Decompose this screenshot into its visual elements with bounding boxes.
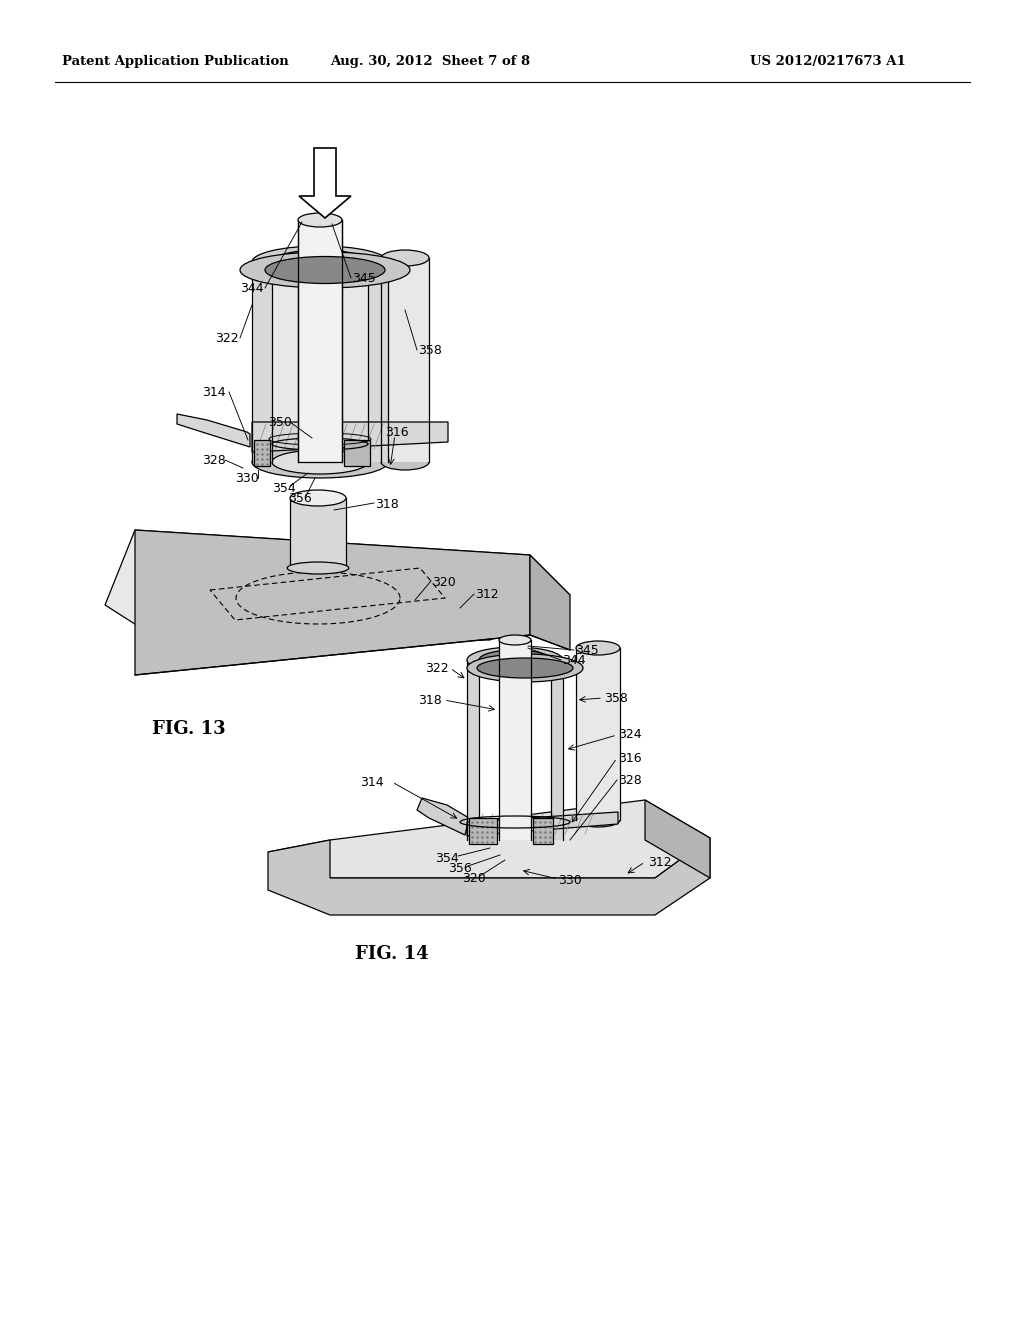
Polygon shape bbox=[417, 799, 469, 836]
Polygon shape bbox=[469, 818, 497, 843]
Polygon shape bbox=[381, 257, 429, 462]
Text: 312: 312 bbox=[648, 855, 672, 869]
Text: 322: 322 bbox=[425, 661, 449, 675]
Ellipse shape bbox=[467, 647, 563, 673]
Ellipse shape bbox=[252, 446, 388, 478]
Text: 344: 344 bbox=[240, 281, 263, 294]
Text: 345: 345 bbox=[575, 644, 599, 656]
Polygon shape bbox=[299, 148, 351, 218]
Ellipse shape bbox=[381, 454, 429, 470]
Ellipse shape bbox=[467, 653, 583, 682]
Text: 314: 314 bbox=[202, 385, 225, 399]
Text: 320: 320 bbox=[462, 871, 485, 884]
Text: 316: 316 bbox=[618, 751, 642, 764]
Polygon shape bbox=[105, 531, 570, 640]
Polygon shape bbox=[645, 800, 710, 878]
Ellipse shape bbox=[287, 562, 349, 574]
Text: US 2012/0217673 A1: US 2012/0217673 A1 bbox=[750, 55, 906, 69]
Text: 345: 345 bbox=[352, 272, 376, 285]
Text: 358: 358 bbox=[418, 343, 442, 356]
Text: 320: 320 bbox=[432, 576, 456, 589]
Polygon shape bbox=[368, 261, 388, 462]
Text: 344: 344 bbox=[562, 653, 586, 667]
Ellipse shape bbox=[479, 649, 551, 671]
Ellipse shape bbox=[252, 246, 388, 279]
Text: 330: 330 bbox=[234, 471, 259, 484]
Text: 350: 350 bbox=[268, 416, 292, 429]
Polygon shape bbox=[530, 554, 570, 649]
Ellipse shape bbox=[381, 249, 429, 267]
Ellipse shape bbox=[298, 213, 342, 227]
Ellipse shape bbox=[575, 642, 620, 655]
Text: 318: 318 bbox=[375, 498, 398, 511]
Polygon shape bbox=[534, 818, 553, 843]
Text: Patent Application Publication: Patent Application Publication bbox=[62, 55, 289, 69]
Polygon shape bbox=[177, 414, 250, 447]
Polygon shape bbox=[344, 440, 370, 466]
Polygon shape bbox=[252, 422, 449, 451]
Polygon shape bbox=[268, 800, 710, 878]
Ellipse shape bbox=[272, 249, 368, 275]
Polygon shape bbox=[575, 648, 620, 820]
Text: 328: 328 bbox=[618, 774, 642, 787]
Polygon shape bbox=[254, 440, 270, 466]
Text: 324: 324 bbox=[618, 729, 642, 742]
Ellipse shape bbox=[290, 490, 346, 506]
Ellipse shape bbox=[240, 252, 410, 288]
Ellipse shape bbox=[477, 657, 573, 678]
Polygon shape bbox=[290, 498, 346, 568]
Text: 318: 318 bbox=[418, 693, 441, 706]
Text: 314: 314 bbox=[360, 776, 384, 788]
Polygon shape bbox=[298, 220, 342, 462]
Text: FIG. 13: FIG. 13 bbox=[152, 719, 225, 738]
Polygon shape bbox=[252, 261, 388, 462]
Polygon shape bbox=[467, 660, 479, 840]
Text: 356: 356 bbox=[288, 491, 311, 504]
Text: 354: 354 bbox=[272, 482, 296, 495]
Polygon shape bbox=[499, 640, 531, 840]
Ellipse shape bbox=[272, 450, 368, 474]
Ellipse shape bbox=[265, 256, 385, 284]
Polygon shape bbox=[268, 838, 710, 915]
Ellipse shape bbox=[499, 635, 531, 645]
Text: FIG. 14: FIG. 14 bbox=[355, 945, 429, 964]
Polygon shape bbox=[467, 812, 618, 836]
Text: 330: 330 bbox=[558, 874, 582, 887]
Text: 312: 312 bbox=[475, 589, 499, 602]
Text: 322: 322 bbox=[215, 331, 239, 345]
Text: 316: 316 bbox=[385, 425, 409, 438]
Polygon shape bbox=[551, 660, 563, 840]
Text: 356: 356 bbox=[449, 862, 472, 874]
Ellipse shape bbox=[575, 813, 620, 828]
Polygon shape bbox=[135, 531, 530, 675]
Text: 354: 354 bbox=[435, 851, 459, 865]
Polygon shape bbox=[252, 261, 272, 462]
Text: Aug. 30, 2012  Sheet 7 of 8: Aug. 30, 2012 Sheet 7 of 8 bbox=[330, 55, 530, 69]
Text: 358: 358 bbox=[604, 692, 628, 705]
Text: 328: 328 bbox=[202, 454, 225, 466]
